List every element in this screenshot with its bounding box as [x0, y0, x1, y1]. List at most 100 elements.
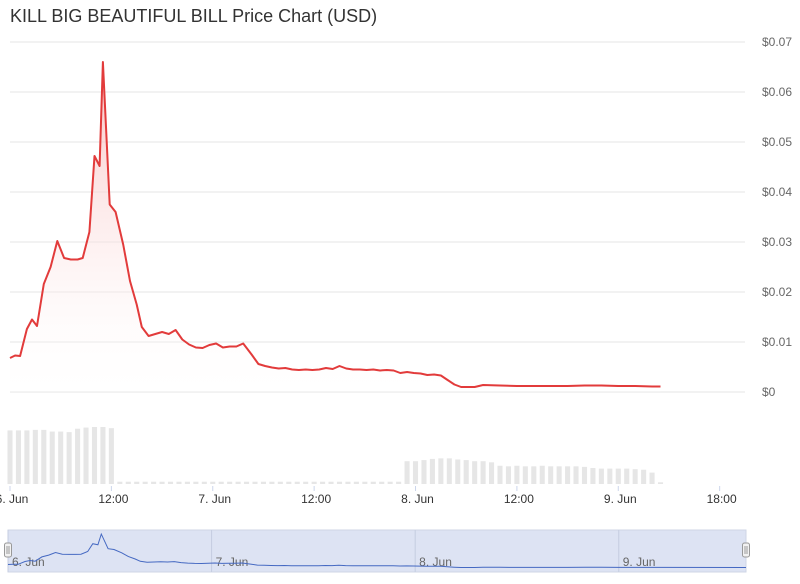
price-line[interactable] — [9, 61, 661, 388]
volume-bar — [15, 430, 21, 484]
volume-bar — [581, 466, 588, 484]
x-tick-label: 8. Jun — [401, 492, 434, 506]
volume-bar — [32, 429, 38, 484]
volume-bar — [24, 430, 30, 484]
volume-bar — [353, 481, 359, 484]
navigator-series — [7, 532, 747, 568]
volume-bar — [421, 460, 427, 484]
volume-bar — [412, 461, 419, 484]
volume-bar — [311, 481, 317, 484]
volume-bar — [108, 428, 114, 484]
volume-bar — [193, 481, 199, 484]
navigator-right-handle[interactable] — [742, 542, 750, 558]
volume-bar — [260, 481, 266, 484]
x-tick-label: 7. Jun — [198, 492, 231, 506]
volume-bar — [167, 481, 174, 484]
x-tick-label: 9. Jun — [604, 492, 637, 506]
volume-bar — [370, 481, 376, 484]
volume-bar — [328, 481, 334, 484]
volume-bar — [531, 466, 537, 484]
volume-bar — [641, 469, 647, 484]
volume-bar — [125, 481, 131, 484]
price-area-fill — [10, 62, 661, 392]
navigator-tick-label: 8. Jun — [419, 555, 452, 569]
volume-bar — [539, 465, 545, 484]
volume-bar — [345, 481, 351, 484]
y-tick-label: $0.04 — [762, 185, 792, 199]
range-navigator[interactable]: 6. Jun 7. Jun 8. Jun 9. Jun — [4, 529, 750, 573]
volume-bar — [210, 481, 216, 484]
x-axis-labels: 6. Jun 12:00 7. Jun 12:00 8. Jun 12:00 9. Jun 1… — [0, 486, 737, 506]
y-tick-label: $0.03 — [762, 235, 792, 249]
y-tick-label: $0.06 — [762, 85, 792, 99]
x-tick-label: 12:00 — [98, 492, 128, 506]
volume-bar — [522, 466, 528, 484]
y-tick-label: $0.07 — [762, 35, 792, 49]
volume-bar — [286, 481, 292, 484]
price-line-series[interactable] — [9, 61, 661, 388]
volume-bar — [184, 481, 190, 484]
y-axis-labels: $0 $0.01 $0.02 $0.03 $0.04 $0.05 $0.06 $0.07 — [762, 35, 792, 399]
volume-bar — [41, 429, 47, 484]
y-tick-label: $0.02 — [762, 285, 792, 299]
price-area — [10, 62, 661, 392]
volume-bar — [303, 481, 309, 484]
volume-bar — [134, 481, 140, 484]
volume-bar — [624, 468, 630, 484]
volume-bar — [480, 461, 486, 484]
volume-bar — [235, 481, 241, 484]
volume-bar — [446, 458, 452, 484]
volume-bar — [277, 481, 283, 484]
volume-bar — [201, 481, 207, 484]
x-tick-label: 18:00 — [707, 492, 737, 506]
volume-bar — [379, 481, 385, 484]
volume-bar — [176, 481, 182, 484]
volume-bar — [269, 481, 275, 484]
volume-bar — [404, 461, 410, 484]
volume-bar — [294, 481, 300, 484]
volume-bar — [472, 461, 478, 484]
volume-bar — [227, 481, 233, 484]
volume-bar — [455, 459, 461, 484]
volume-bar — [429, 458, 435, 484]
volume-bar — [649, 472, 655, 484]
volume-bar — [320, 481, 326, 484]
volume-bar — [75, 428, 81, 484]
volume-bar — [387, 481, 393, 484]
volume-bar — [7, 430, 13, 484]
volume-bar — [573, 466, 579, 484]
volume-bar — [100, 427, 106, 484]
navigator-left-handle[interactable] — [4, 542, 12, 558]
volume-bar — [218, 481, 224, 484]
volume-bar — [244, 481, 250, 484]
volume-bar — [142, 481, 148, 484]
volume-bar — [336, 481, 343, 484]
volume-bar — [362, 481, 368, 484]
volume-bar — [590, 468, 596, 484]
volume-bar — [497, 465, 503, 484]
y-tick-label: $0.05 — [762, 135, 792, 149]
volume-bar — [58, 431, 64, 484]
volume-bar — [632, 469, 638, 484]
volume-bar — [607, 468, 613, 484]
navigator-selection[interactable] — [7, 529, 747, 573]
volume-bar — [151, 481, 157, 484]
volume-bars — [7, 427, 664, 484]
volume-bar — [657, 482, 664, 484]
volume-bar — [159, 481, 165, 484]
volume-bar — [66, 432, 72, 484]
volume-bar — [252, 481, 258, 484]
y-tick-label: $0 — [762, 385, 776, 399]
volume-bar — [49, 431, 55, 484]
volume-bar — [489, 462, 495, 484]
volume-bar — [556, 466, 562, 484]
volume-bar — [117, 481, 123, 484]
volume-bar — [83, 427, 89, 484]
volume-bar — [548, 466, 554, 484]
navigator-tick-label: 6. Jun — [12, 555, 45, 569]
x-tick-label: 12:00 — [301, 492, 331, 506]
volume-bar — [615, 468, 621, 484]
chart-title: KILL BIG BEAUTIFUL BILL Price Chart (USD… — [10, 6, 378, 26]
volume-bar — [598, 468, 604, 484]
